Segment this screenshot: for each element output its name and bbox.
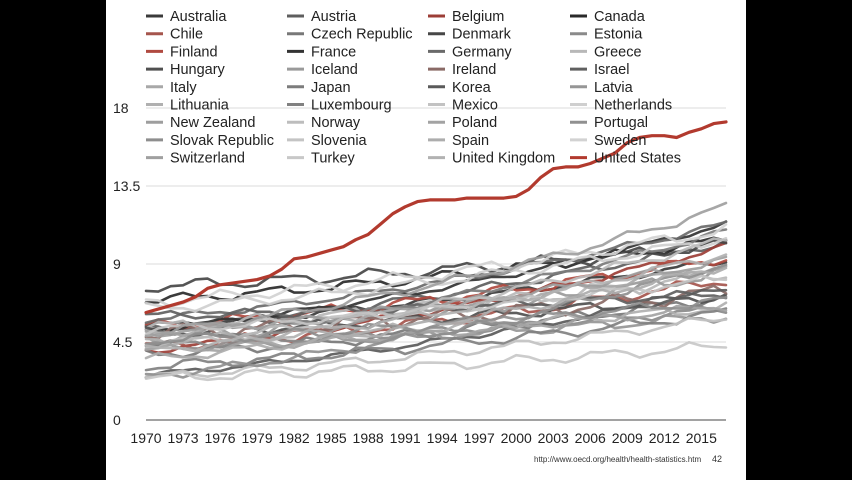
x-tick-label: 1982 (279, 430, 310, 446)
legend-label-estonia: Estonia (594, 27, 643, 43)
legend-label-israel: Israel (594, 62, 629, 78)
legend-label-latvia: Latvia (594, 80, 634, 96)
legend-label-united-states: United States (594, 151, 681, 167)
oecd-health-expenditure-chart: 0 4.5 9 13.5 18 1970 1973 1976 1979 1982 1985 1988 1… (113, 9, 728, 446)
x-tick-label: 1991 (390, 430, 421, 446)
series-line-slovak-republic (144, 296, 728, 346)
series-line-united-states (144, 120, 728, 315)
legend-label-luxembourg: Luxembourg (311, 98, 392, 114)
series-line-portugal (144, 263, 728, 379)
y-tick-label: 4.5 (113, 334, 133, 350)
x-tick-label: 1994 (427, 430, 458, 446)
legend-label-portugal: Portugal (594, 115, 648, 131)
axes: 0 4.5 9 13.5 18 1970 1973 1976 1979 1982 1985 1988 1… (113, 100, 726, 446)
series-line-mexico (144, 316, 728, 379)
legend-label-germany: Germany (452, 44, 512, 60)
series-line-sweden (144, 223, 728, 308)
x-tick-label: 2012 (649, 430, 680, 446)
legend-label-norway: Norway (311, 115, 361, 131)
legend-label-austria: Austria (311, 9, 357, 25)
legend-label-slovak-republic: Slovak Republic (170, 133, 274, 149)
x-tick-label: 1988 (353, 430, 384, 446)
legend-label-mexico: Mexico (452, 98, 498, 114)
y-tick-label: 13.5 (113, 178, 140, 194)
x-tick-label: 1970 (130, 430, 161, 446)
y-tick-label: 0 (113, 412, 121, 428)
series-line-turkey (144, 340, 728, 382)
legend-label-italy: Italy (170, 80, 197, 96)
legend-label-finland: Finland (170, 44, 218, 60)
legend-label-belgium: Belgium (452, 9, 504, 25)
legend-label-poland: Poland (452, 115, 497, 131)
legend-label-greece: Greece (594, 44, 642, 60)
series-line-germany (144, 220, 728, 325)
legend-label-australia: Australia (170, 9, 227, 25)
series-line-spain (144, 266, 728, 360)
legend-label-lithuania: Lithuania (170, 98, 230, 114)
x-tick-label: 1997 (464, 430, 495, 446)
x-tick-label: 2003 (538, 430, 569, 446)
page-number: 42 (712, 454, 723, 464)
y-tick-label: 9 (113, 256, 121, 272)
legend-label-turkey: Turkey (311, 151, 356, 167)
x-tick-label: 2000 (501, 430, 532, 446)
series-line-ireland (144, 284, 728, 340)
x-tick-label: 2009 (612, 430, 643, 446)
series-lines (144, 120, 728, 382)
legend-label-chile: Chile (170, 27, 203, 43)
x-tick-label: 2006 (575, 430, 606, 446)
legend-label-japan: Japan (311, 80, 351, 96)
legend-label-ireland: Ireland (452, 62, 496, 78)
x-tick-label: 1985 (316, 430, 347, 446)
legend-label-switzerland: Switzerland (170, 151, 245, 167)
x-tick-label: 1979 (241, 430, 272, 446)
series-line-united-kingdom (144, 253, 728, 353)
x-tick-label: 1973 (167, 430, 198, 446)
legend-label-united-kingdom: United Kingdom (452, 151, 555, 167)
legend-label-iceland: Iceland (311, 62, 358, 78)
legend: Australia Austria Belgium Canada Chile Czech … (146, 9, 681, 167)
legend-label-spain: Spain (452, 133, 489, 149)
legend-label-netherlands: Netherlands (594, 98, 672, 114)
legend-label-slovenia: Slovenia (311, 133, 368, 149)
slide: 0 4.5 9 13.5 18 1970 1973 1976 1979 1982 1985 1988 1… (106, 0, 746, 480)
legend-label-korea: Korea (452, 80, 492, 96)
legend-label-hungary: Hungary (170, 62, 226, 78)
y-tick-label: 18 (113, 100, 129, 116)
source-url[interactable]: http://www.oecd.org/health/health-statis… (534, 455, 702, 464)
legend-label-czech-republic: Czech Republic (311, 27, 413, 43)
series-line-poland (144, 304, 728, 353)
legend-label-new-zealand: New Zealand (170, 115, 255, 131)
legend-label-france: France (311, 44, 356, 60)
legend-label-sweden: Sweden (594, 133, 646, 149)
legend-label-canada: Canada (594, 9, 646, 25)
series-line-denmark (144, 239, 728, 293)
x-tick-label: 1976 (204, 430, 235, 446)
x-tick-label: 2015 (686, 430, 717, 446)
legend-label-denmark: Denmark (452, 27, 512, 43)
series-line-switzerland (144, 201, 728, 338)
